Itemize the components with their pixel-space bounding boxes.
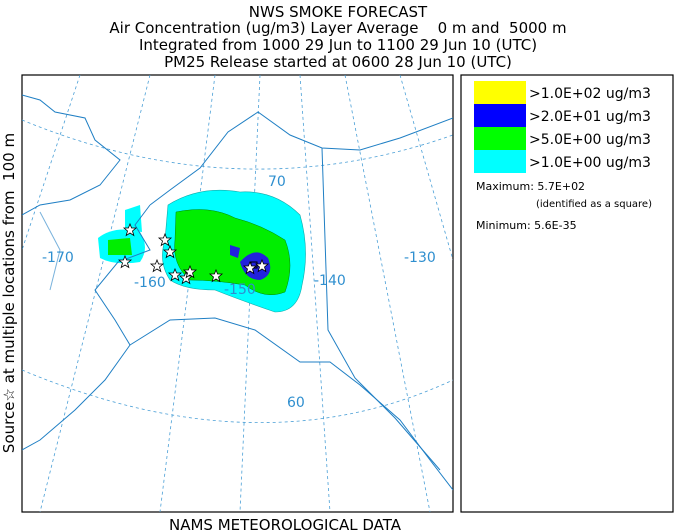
grid-label: -150 xyxy=(224,282,256,298)
legend-label: >5.0E+00 ug/m3 xyxy=(529,132,651,148)
legend-label: >1.0E+00 ug/m3 xyxy=(529,155,651,171)
grid-label: -130 xyxy=(404,250,436,266)
grid-label: 60 xyxy=(287,395,305,411)
grid-label: -170 xyxy=(42,250,74,266)
footer: NAMS METEOROLOGICAL DATA xyxy=(169,516,402,532)
title: NWS SMOKE FORECAST xyxy=(249,3,428,21)
grid-label: -140 xyxy=(314,273,346,289)
grid-label: 70 xyxy=(268,174,286,190)
subtitle: Integrated from 1000 29 Jun to 1100 29 J… xyxy=(139,36,537,54)
side-label: Source☆ at multiple locations from 100 m xyxy=(0,133,18,453)
coastline xyxy=(22,94,453,491)
grid-label: -160 xyxy=(134,275,166,291)
smoke xyxy=(98,189,306,313)
legend-swatch xyxy=(474,150,526,173)
maximum: Maximum: 5.7E+02 xyxy=(476,180,585,193)
legend-swatch xyxy=(474,104,526,127)
subtitle: Air Concentration (ug/m3) Layer Average … xyxy=(109,19,566,37)
map: 70 -170 -160 -150 -140 -130 60 xyxy=(21,74,454,513)
legend-label: >2.0E+01 ug/m3 xyxy=(529,109,651,125)
maximum-note: (identified as a square) xyxy=(536,199,652,210)
legend-swatch xyxy=(474,81,526,104)
subtitle: PM25 Release started at 0600 28 Jun 10 (… xyxy=(164,53,512,71)
legend-label: >1.0E+02 ug/m3 xyxy=(529,86,651,102)
map-clip: 70 -170 -160 -150 -140 -130 60 xyxy=(22,75,453,512)
legend-swatch xyxy=(474,127,526,150)
minimum: Minimum: 5.6E-35 xyxy=(476,219,577,232)
legend: Maximum: 5.7E+02 (identified as a square… xyxy=(460,74,674,513)
